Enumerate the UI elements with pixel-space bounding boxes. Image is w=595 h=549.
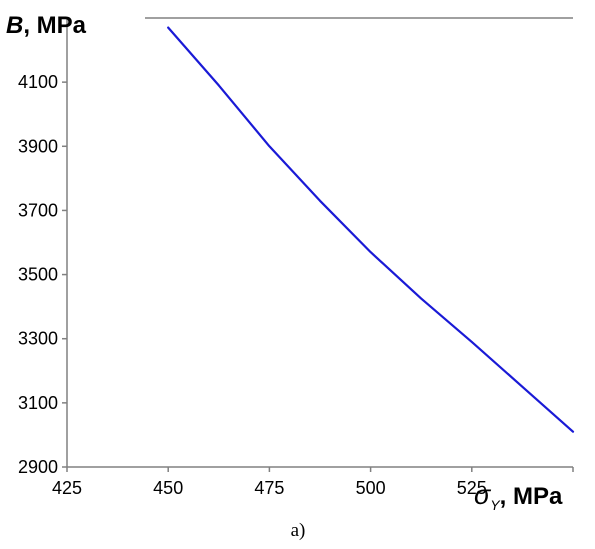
- y-tick-label: 3900: [18, 136, 58, 156]
- figure-caption: a): [291, 520, 306, 541]
- y-tick-label: 3100: [18, 393, 58, 413]
- y-tick-label: 2900: [18, 457, 58, 477]
- y-tick-label: 3700: [18, 200, 58, 220]
- x-tick-label: 525: [457, 478, 487, 498]
- x-tick-label: 425: [52, 478, 82, 498]
- x-axis-unit: , MPa: [500, 483, 563, 510]
- x-tick-label: 450: [153, 478, 183, 498]
- x-axis-title: σY, MPa: [474, 480, 563, 513]
- x-tick-label: 500: [356, 478, 386, 498]
- x-tick-group: 425 450 475 500 525: [52, 467, 574, 498]
- y-tick-group: 2900 3100 3300 3500 3700 3900 4100: [18, 72, 67, 477]
- y-tick-label: 4100: [18, 72, 58, 92]
- series-line: [167, 26, 575, 433]
- series-group: [167, 26, 575, 433]
- y-axis-unit: , MPa: [23, 12, 86, 39]
- x-axis-symbol: σ: [474, 480, 492, 510]
- x-tick-label: 475: [254, 478, 284, 498]
- y-axis-symbol: B: [6, 12, 23, 39]
- y-axis-title: B, MPa: [6, 12, 87, 39]
- y-tick-label: 3500: [18, 265, 58, 285]
- x-axis-subscript: Y: [490, 497, 501, 513]
- y-tick-label: 3300: [18, 329, 58, 349]
